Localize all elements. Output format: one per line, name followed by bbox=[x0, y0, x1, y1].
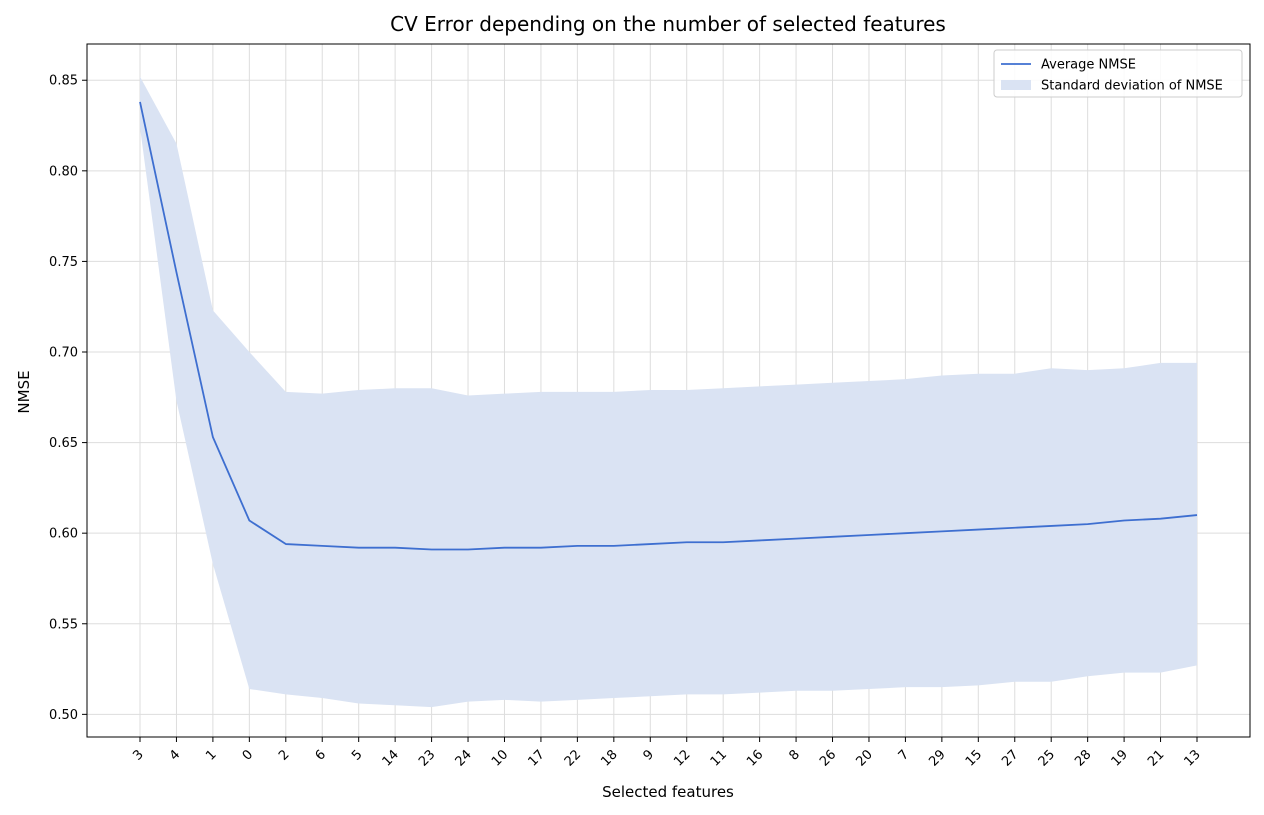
x-tick-label: 6 bbox=[313, 747, 329, 763]
x-axis-label: Selected features bbox=[602, 783, 734, 801]
x-tick-label: 16 bbox=[744, 747, 766, 769]
x-tick-label: 25 bbox=[1036, 747, 1058, 769]
legend: Average NMSE Standard deviation of NMSE bbox=[993, 49, 1243, 98]
x-tick-label: 9 bbox=[641, 747, 657, 763]
x-tick-label: 1 bbox=[203, 747, 219, 763]
x-tick-label: 23 bbox=[416, 747, 438, 769]
y-axis-ticks: 0.50 0.55 0.60 0.65 0.70 0.75 0.80 0.85 bbox=[49, 74, 87, 723]
y-tick-label: 0.60 bbox=[49, 527, 78, 542]
average-line-layer bbox=[139, 101, 1198, 551]
x-tick-label: 18 bbox=[598, 747, 620, 769]
y-tick-label: 0.65 bbox=[49, 436, 78, 451]
y-tick-label: 0.70 bbox=[49, 346, 78, 361]
x-tick-label: 17 bbox=[525, 747, 547, 769]
x-tick-label: 21 bbox=[1145, 747, 1167, 769]
x-tick-label: 29 bbox=[926, 747, 948, 769]
x-tick-label: 11 bbox=[708, 747, 730, 769]
x-tick-label: 0 bbox=[240, 747, 256, 763]
legend-label-std: Standard deviation of NMSE bbox=[1041, 79, 1223, 94]
x-tick-label: 4 bbox=[167, 747, 183, 763]
legend-band-swatch bbox=[1001, 80, 1031, 90]
y-tick-label: 0.55 bbox=[49, 617, 78, 632]
x-tick-label: 14 bbox=[380, 747, 402, 769]
x-tick-label: 10 bbox=[489, 747, 511, 769]
y-axis-label: NMSE bbox=[15, 370, 33, 413]
x-tick-label: 28 bbox=[1072, 747, 1094, 769]
chart-title: CV Error depending on the number of sele… bbox=[390, 12, 946, 36]
average-nmse-line bbox=[139, 101, 1198, 551]
y-tick-label: 0.80 bbox=[49, 164, 78, 179]
y-tick-label: 0.85 bbox=[49, 74, 78, 89]
x-tick-label: 3 bbox=[130, 747, 146, 763]
x-tick-label: 13 bbox=[1182, 747, 1204, 769]
legend-label-average: Average NMSE bbox=[1041, 58, 1136, 73]
x-tick-label: 24 bbox=[453, 747, 475, 769]
x-tick-label: 2 bbox=[276, 747, 292, 763]
x-tick-label: 26 bbox=[817, 747, 839, 769]
x-tick-label: 22 bbox=[562, 747, 584, 769]
x-axis-ticks: 3 4 1 0 2 6 5 14 23 24 10 17 22 18 9 12 11 16 8 26 20 7 29 15 27… bbox=[130, 737, 1204, 770]
legend-box bbox=[993, 49, 1243, 98]
plot-frame bbox=[86, 43, 1251, 738]
x-tick-label: 12 bbox=[671, 747, 693, 769]
y-tick-label: 0.75 bbox=[49, 255, 78, 270]
x-tick-label: 20 bbox=[853, 747, 875, 769]
x-tick-label: 5 bbox=[349, 747, 365, 763]
x-tick-label: 7 bbox=[896, 747, 912, 763]
x-tick-label: 15 bbox=[963, 747, 985, 769]
std-band bbox=[140, 76, 1197, 708]
y-tick-label: 0.50 bbox=[49, 708, 78, 723]
x-tick-label: 19 bbox=[1109, 747, 1131, 769]
std-band-layer bbox=[140, 76, 1197, 708]
x-tick-label: 8 bbox=[786, 747, 802, 763]
x-tick-label: 27 bbox=[999, 747, 1021, 769]
